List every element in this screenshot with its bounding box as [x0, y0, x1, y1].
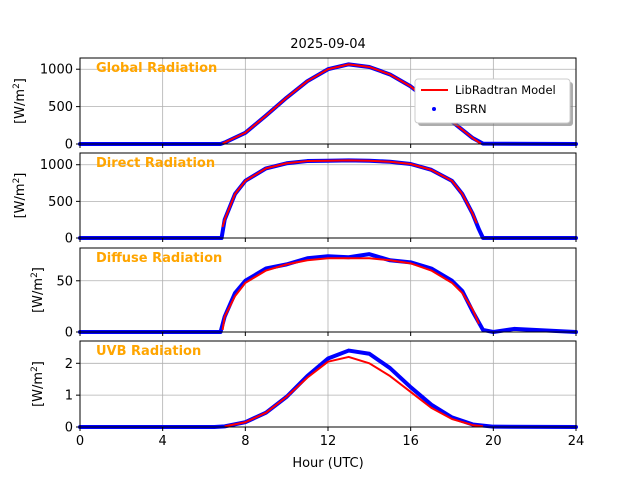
legend-obs-swatch — [432, 107, 436, 111]
y-tick-label: 1 — [65, 389, 73, 404]
y-tick-label: 1000 — [40, 158, 73, 173]
panel-title: Direct Radiation — [96, 156, 215, 171]
x-tick-label: 20 — [485, 434, 502, 449]
panel-1: 0 500 1000 Global Radiation [W/m2] — [12, 57, 578, 153]
legend-model-label: LibRadtran Model — [455, 83, 556, 97]
x-tick-label: 4 — [159, 434, 167, 449]
bsrn-series-line — [78, 252, 578, 334]
x-tick-label: 8 — [241, 434, 249, 449]
x-tick-label: 0 — [76, 434, 84, 449]
y-axis-label: [W/m2] — [30, 267, 46, 313]
y-tick-label: 50 — [56, 274, 73, 289]
y-tick-label: 500 — [48, 195, 73, 210]
y-tick-label: 0 — [65, 138, 73, 153]
panel-title: Global Radiation — [96, 61, 217, 76]
y-tick-label: 0 — [65, 421, 73, 436]
panel-title: Diffuse Radiation — [96, 251, 222, 266]
y-axis-label: [W/m2] — [12, 78, 28, 124]
libradtran-series-line — [224, 355, 484, 428]
legend-box — [414, 78, 571, 124]
figure-title: 2025-09-04 — [290, 37, 366, 52]
y-axis-label: [W/m2] — [30, 361, 46, 407]
panel-title: UVB Radiation — [96, 344, 201, 359]
y-tick-label: 1000 — [40, 63, 73, 78]
legend: LibRadtran Model BSRN — [414, 78, 573, 126]
y-tick-label: 500 — [48, 100, 73, 115]
y-axis-label: [W/m2] — [12, 173, 28, 219]
x-tick-label: 12 — [320, 434, 337, 449]
y-tick-label: 0 — [65, 232, 73, 247]
x-tick-label: 24 — [568, 434, 585, 449]
libradtran-series-line — [221, 159, 478, 228]
y-tick-label: 0 — [65, 326, 73, 341]
libradtran-series-line — [221, 257, 480, 331]
legend-obs-label: BSRN — [455, 102, 487, 116]
panel-3: 0 50 Diffuse Radiation [W/m2] — [30, 247, 578, 341]
y-tick-label: 2 — [65, 357, 73, 372]
x-tick-label: 16 — [402, 434, 419, 449]
x-axis-label: Hour (UTC) — [292, 456, 363, 471]
panel-2: 0 500 1000 Direct Radiation [W/m2] — [12, 152, 578, 247]
